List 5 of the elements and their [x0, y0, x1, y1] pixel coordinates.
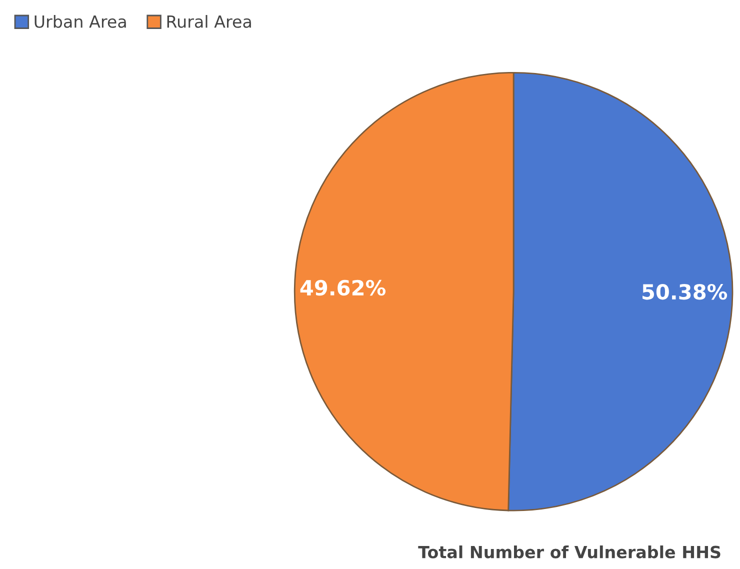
data-label: 49.62%	[300, 280, 386, 296]
text: Total Number of Vulnerable HHS	[418, 545, 720, 558]
data-label: 50.38%	[642, 284, 728, 300]
legend-label: Urban Area	[34, 15, 126, 28]
legend-label: Rural Area	[167, 15, 251, 28]
